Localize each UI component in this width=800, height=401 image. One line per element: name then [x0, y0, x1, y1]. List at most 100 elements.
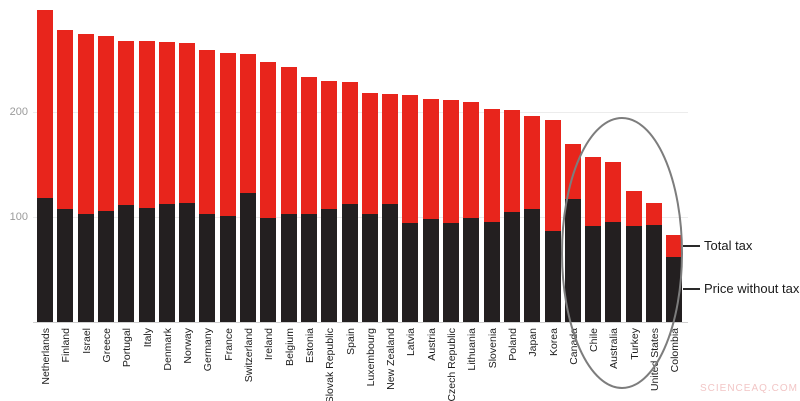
bar-segment-price-without-tax: [443, 223, 459, 322]
bar: [321, 80, 338, 323]
bar: [422, 99, 439, 322]
x-axis-label: Slovenia: [486, 328, 499, 369]
bar: [219, 53, 236, 322]
bar-segment-price-without-tax: [564, 199, 581, 322]
bar-segment-total-tax: [280, 66, 297, 214]
bar-segment-price-without-tax: [118, 205, 135, 322]
bar-segment-price-without-tax: [463, 218, 480, 322]
x-axis-label: Korea: [547, 328, 560, 357]
bar: [625, 190, 642, 322]
bar: [605, 162, 622, 322]
bar-segment-price-without-tax: [524, 208, 541, 322]
bar-segment-total-tax: [260, 61, 277, 219]
x-axis-label: Japan: [527, 328, 540, 357]
bar: [240, 54, 256, 322]
x-axis-label: Latvia: [405, 328, 418, 357]
bar-segment-total-tax: [666, 234, 683, 257]
bar: [37, 10, 53, 322]
x-axis-label: Austria: [425, 328, 438, 361]
bar-segment-total-tax: [524, 116, 541, 209]
bar: [646, 203, 662, 322]
legend-connector-line-price-without-tax: [683, 288, 700, 290]
bar-segment-price-without-tax: [646, 225, 662, 322]
bar-segment-total-tax: [422, 99, 439, 220]
x-axis-label: Denmark: [161, 328, 174, 371]
bar: [382, 94, 399, 322]
x-axis-label: Germany: [202, 328, 215, 372]
bar: [77, 34, 94, 322]
x-axis-label: Spain: [344, 328, 357, 355]
bar-segment-price-without-tax: [666, 256, 683, 322]
bar-segment-price-without-tax: [503, 211, 520, 322]
x-axis-label: Czech Republic: [446, 328, 458, 401]
bar-segment-price-without-tax: [625, 226, 642, 322]
legend-total-tax-label: Total tax: [704, 238, 753, 253]
bar: [361, 93, 378, 322]
x-axis-label: Norway: [182, 328, 195, 364]
x-axis-label: Canada: [567, 328, 580, 365]
bar-segment-price-without-tax: [605, 222, 622, 322]
x-axis-label: Ireland: [263, 328, 276, 361]
bar-segment-total-tax: [605, 162, 622, 223]
bar-segment-price-without-tax: [199, 213, 216, 322]
bar-segment-total-tax: [585, 157, 602, 227]
bar-segment-price-without-tax: [280, 213, 297, 322]
x-axis-label: Australia: [608, 328, 621, 369]
bar: [260, 61, 277, 322]
bar: [524, 116, 541, 322]
bar-segment-total-tax: [361, 93, 378, 214]
bar: [503, 109, 520, 322]
bar-segment-price-without-tax: [585, 226, 602, 322]
bar-segment-total-tax: [138, 40, 155, 208]
bar: [158, 41, 175, 322]
legend-connector-line-total-tax: [683, 245, 700, 247]
x-axis-label: United States: [649, 328, 661, 392]
bar-segment-price-without-tax: [382, 204, 399, 322]
x-axis-label: France: [222, 328, 235, 361]
bar: [483, 108, 500, 322]
x-axis-label: New Zealand: [385, 328, 398, 390]
bar-segment-total-tax: [97, 36, 114, 211]
bar-segment-total-tax: [463, 101, 480, 219]
bar-segment-total-tax: [179, 42, 196, 204]
y-axis-tick-label: 100: [9, 211, 28, 223]
bar-segment-price-without-tax: [179, 203, 196, 322]
bar: [564, 143, 581, 323]
gridline: [33, 112, 688, 113]
bar-segment-total-tax: [544, 120, 561, 231]
bar-segment-price-without-tax: [57, 208, 74, 322]
legend-price-without-tax-label: Price without tax: [704, 281, 800, 296]
bar: [463, 101, 480, 323]
bar-segment-total-tax: [219, 53, 236, 216]
bar-segment-price-without-tax: [37, 198, 53, 322]
bar-segment-total-tax: [240, 54, 256, 193]
bar: [179, 42, 196, 322]
bar-segment-total-tax: [118, 40, 135, 206]
x-axis-label: Luxembourg: [364, 328, 377, 387]
bar-segment-price-without-tax: [300, 213, 317, 322]
bar-segment-price-without-tax: [483, 222, 500, 322]
y-axis-tick-label: 200: [9, 106, 28, 118]
x-axis-line: [33, 322, 688, 323]
bar-segment-total-tax: [503, 109, 520, 212]
bar: [443, 100, 459, 322]
bar: [544, 120, 561, 322]
bar-segment-price-without-tax: [422, 219, 439, 322]
bar-segment-price-without-tax: [402, 223, 419, 322]
x-axis-label: Slovak Republic: [324, 328, 337, 401]
x-axis-label: Switzerland: [243, 328, 255, 383]
bar-segment-price-without-tax: [260, 218, 277, 322]
bar: [341, 81, 358, 322]
bar: [199, 50, 216, 322]
bar: [666, 234, 683, 322]
bar-segment-price-without-tax: [361, 213, 378, 322]
watermark: SCIENCEAQ.COM: [700, 383, 799, 394]
bar-segment-total-tax: [57, 30, 74, 209]
bar-segment-total-tax: [77, 34, 94, 214]
bar-segment-total-tax: [625, 190, 642, 227]
gridline: [33, 217, 688, 218]
bar-segment-price-without-tax: [240, 192, 256, 322]
x-axis-label: Estonia: [303, 328, 316, 364]
x-axis-label: Turkey: [628, 328, 641, 360]
